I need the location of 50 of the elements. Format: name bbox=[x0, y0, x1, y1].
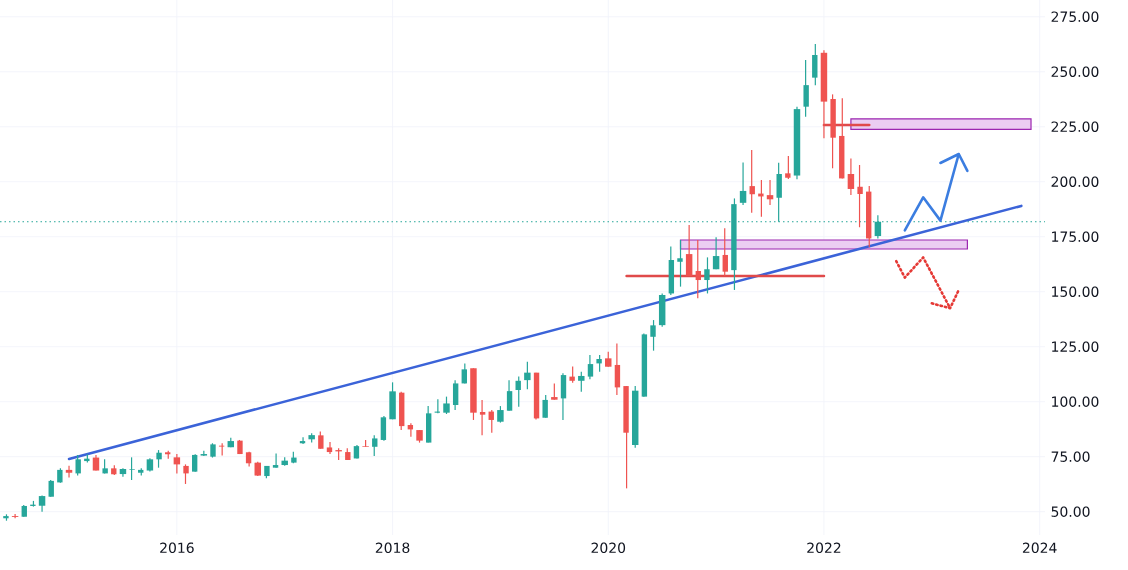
candlestick bbox=[183, 463, 189, 485]
candlestick bbox=[847, 157, 855, 196]
y-tick-label: 175.00 bbox=[1052, 231, 1099, 242]
candlestick bbox=[65, 465, 73, 479]
x-tick-label: 2016 bbox=[160, 542, 194, 554]
candlestick bbox=[75, 454, 81, 477]
y-tick-label: 50.00 bbox=[1051, 506, 1090, 517]
candlestick bbox=[614, 342, 621, 396]
x-tick-label: 2020 bbox=[591, 542, 626, 554]
candlestick bbox=[11, 513, 19, 519]
candlestick bbox=[857, 164, 863, 228]
y-tick-label: 125.00 bbox=[1052, 341, 1099, 352]
candlestick bbox=[506, 379, 513, 412]
y-tick-label: 225.00 bbox=[1051, 121, 1099, 132]
candlestick bbox=[524, 361, 531, 390]
y-tick-label: 75.00 bbox=[1051, 451, 1090, 462]
candlestick bbox=[785, 155, 791, 180]
y-tick-label: 200.00 bbox=[1051, 176, 1099, 187]
candlestick bbox=[326, 441, 333, 455]
candlestick bbox=[380, 415, 387, 442]
candlestick bbox=[812, 43, 818, 86]
candlestick bbox=[578, 371, 585, 393]
y-tick-label: 275.00 bbox=[1051, 11, 1099, 22]
candlestick bbox=[650, 319, 656, 352]
candlestick bbox=[874, 214, 882, 240]
candlestick bbox=[515, 376, 521, 408]
candlestick bbox=[542, 394, 548, 419]
candlestick bbox=[704, 256, 710, 295]
y-tick-label: 150.00 bbox=[1052, 286, 1099, 297]
candlestick bbox=[803, 59, 809, 118]
candlestick bbox=[560, 372, 567, 421]
candlestick bbox=[272, 452, 279, 469]
x-tick-label: 2024 bbox=[1022, 542, 1057, 554]
candlestick bbox=[695, 239, 701, 299]
candlestick bbox=[722, 227, 728, 277]
candlestick bbox=[372, 434, 378, 457]
candlestick bbox=[587, 354, 594, 380]
candlestick bbox=[479, 399, 486, 436]
x-tick-label: 2022 bbox=[807, 542, 841, 554]
candlestick bbox=[173, 453, 181, 474]
candlestick bbox=[749, 149, 755, 214]
candlestick bbox=[452, 379, 459, 411]
candlestick bbox=[129, 456, 135, 481]
y-tick-label: 250.00 bbox=[1051, 66, 1099, 77]
candlestick bbox=[712, 236, 720, 270]
x-tick-label: 2018 bbox=[375, 542, 410, 554]
y-tick-label: 100.00 bbox=[1052, 396, 1099, 407]
candlestick bbox=[685, 224, 693, 277]
candlestick bbox=[677, 239, 683, 288]
candlestick bbox=[739, 161, 747, 206]
